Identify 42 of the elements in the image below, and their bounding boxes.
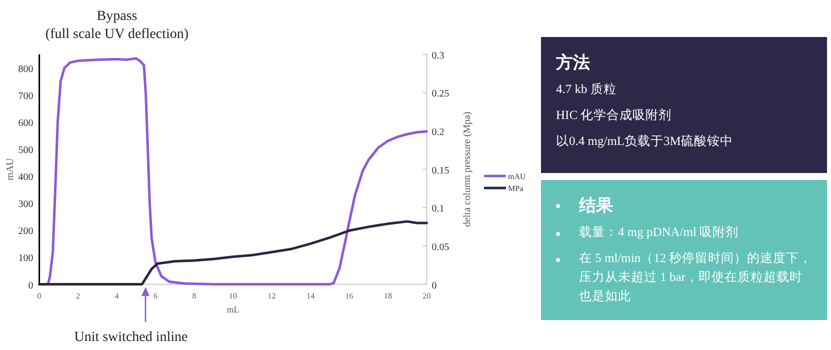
legend-label: MPa [508,184,524,193]
y-tick-label: 200 [18,226,34,238]
text: 方法 [556,53,590,72]
y2-tick-label: 0.3 [432,50,444,62]
y-tick-label: 600 [18,118,34,129]
text: 4.7 kb 质粒 [556,81,618,98]
y-tick-label: 800 [18,64,34,75]
x-tick-label: 2 [76,291,80,300]
text: Unit switched inline [74,330,188,345]
x-tick-label: 12 [268,291,276,300]
x-tick-label: 14 [306,291,314,300]
y-tick-label: 100 [18,253,34,264]
x-tick-label: 20 [422,291,431,300]
y2-tick-label: 0.15 [432,165,450,176]
y-tick-label: 300 [18,199,34,210]
text: 结果 [579,196,613,215]
text: 载量：4 mg pDNA/ml 吸附剂 [579,224,739,241]
x-axis-title: mL [226,304,240,314]
y2-tick-label: 0 [432,280,437,292]
y2-tick-label: 0.05 [432,242,450,253]
y-tick-label: 700 [18,90,34,102]
y-tick-label: 400 [18,172,34,184]
y2-tick-label: 0.25 [432,88,450,100]
text: (full scale UV deflection) [45,27,189,42]
text: 以0.4 mg/mL负载于3M硫酸铵中 [556,133,734,150]
y2-axis-title: delta column pressure (Mpa) [462,112,473,227]
y-tick-label: 0 [28,280,34,292]
y2-tick-label: 0.1 [432,204,444,215]
x-tick-label: 16 [345,291,354,300]
x-tick-label: 10 [229,291,237,300]
x-tick-label: 0 [37,291,42,300]
y-axis-title: mAU [5,157,16,180]
y-tick-label: 500 [18,145,34,156]
x-tick-label: 6 [154,291,158,300]
text: 在 5 ml/min（12 秒停留时间）的速度下，压力从未超过 1 bar，即使在质粒超载时也是如此 [579,250,813,305]
x-tick-label: 8 [192,291,196,300]
legend-label: mAU [508,172,526,181]
text: Bypass [96,9,138,24]
y2-tick-label: 0.2 [432,126,444,138]
x-tick-label: 4 [114,291,119,300]
text: HIC 化学合成吸附剂 [556,107,673,124]
x-tick-label: 18 [384,291,392,300]
